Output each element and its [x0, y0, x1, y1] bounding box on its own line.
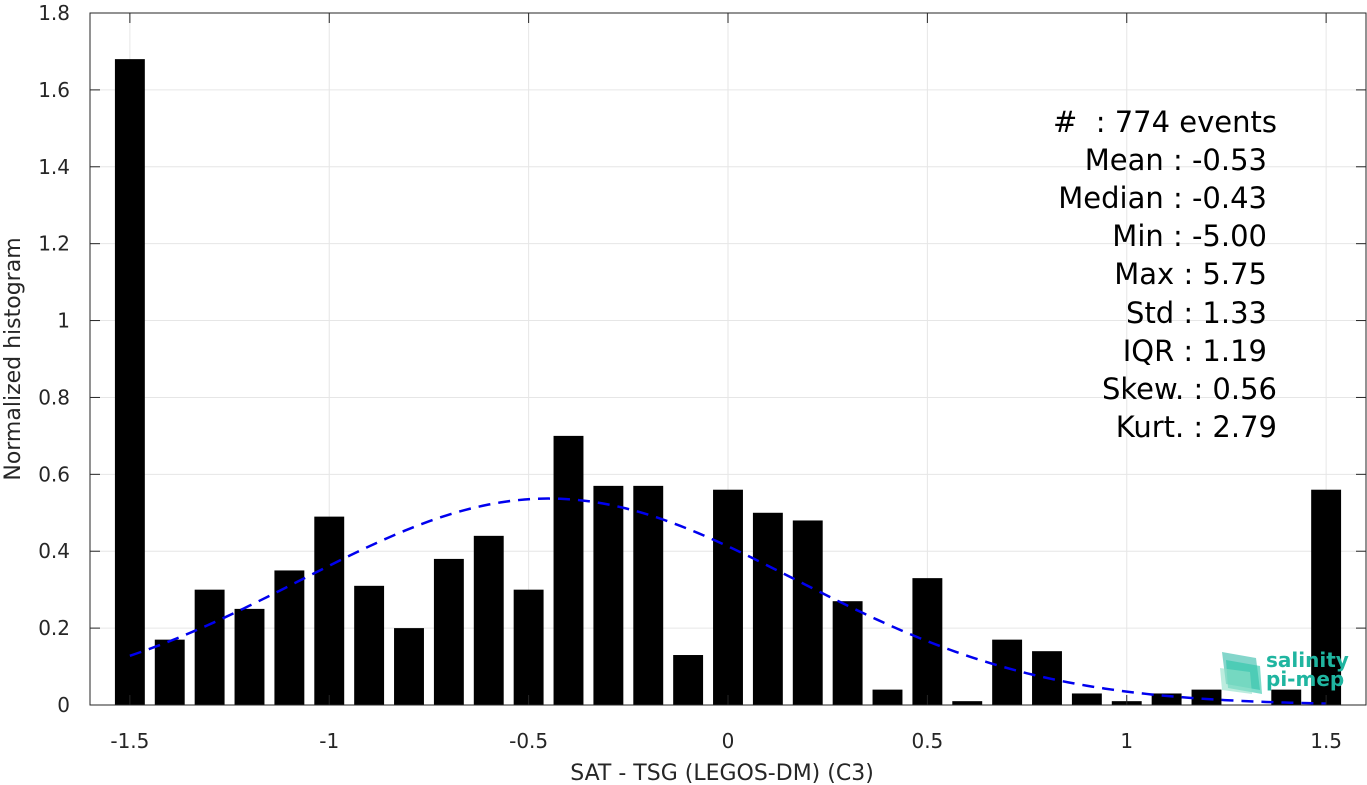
histogram-bar: [553, 435, 584, 705]
histogram-bar: [274, 570, 305, 705]
statistics-box: # : 774 events Mean : -0.53 Median : -0.…: [1053, 105, 1277, 444]
histogram-bar: [1271, 689, 1302, 705]
y-tick-label: 0.6: [38, 462, 70, 486]
y-tick-label: 0.2: [38, 616, 70, 640]
y-tick-label: 0.4: [38, 539, 70, 563]
histogram-bar: [593, 485, 624, 705]
histogram-bar: [234, 608, 265, 705]
histogram-bar: [154, 639, 185, 705]
histogram-bar: [872, 689, 903, 705]
x-axis-ticks: -1.5 -1 -0.5 0 0.5 1 1.5: [110, 13, 1342, 753]
histogram-bar: [1151, 693, 1182, 705]
y-tick-label: 1.8: [38, 1, 70, 25]
stat-min: Min : -5.00: [1112, 219, 1267, 253]
y-tick-label: 0: [57, 693, 70, 717]
histogram-bar: [194, 589, 225, 705]
salinity-pimep-logo-icon: [1220, 652, 1262, 694]
salinity-pimep-logo: salinity pi-mep: [1220, 648, 1349, 694]
stat-iqr: IQR : 1.19: [1123, 334, 1267, 368]
stat-skew: Skew. : 0.56: [1102, 372, 1277, 406]
histogram-bar: [912, 578, 943, 705]
histogram-bar: [633, 485, 664, 705]
histogram-bar: [713, 489, 743, 705]
logo-text-salinity: salinity: [1266, 648, 1349, 672]
histogram-bars: [114, 59, 1342, 705]
y-axis-label: Normalized histogram: [1, 237, 26, 480]
x-tick-label: 1: [1120, 729, 1133, 753]
x-tick-label: 1.5: [1310, 729, 1342, 753]
y-axis-ticks: 0 0.2 0.4 0.6 0.8 1 1.2 1.4 1.6 1.8: [38, 1, 1366, 717]
stat-median: Median : -0.43: [1058, 181, 1267, 215]
gaussian-fit-curve: [129, 497, 1327, 705]
x-tick-label: 0: [722, 729, 735, 753]
stat-max: Max : 5.75: [1114, 257, 1267, 291]
histogram-bar: [752, 512, 783, 705]
x-tick-label: -0.5: [509, 729, 548, 753]
histogram-bar: [673, 655, 704, 705]
x-tick-label: 0.5: [911, 729, 943, 753]
histogram-bar: [832, 601, 863, 705]
logo-text-pimep: pi-mep: [1266, 667, 1344, 691]
x-axis-label: SAT - TSG (LEGOS-DM) (C3): [570, 761, 874, 785]
histogram-bar: [1311, 489, 1342, 705]
histogram-bar: [952, 701, 983, 705]
stat-std: Std : 1.33: [1126, 296, 1267, 330]
stat-kurt: Kurt. : 2.79: [1116, 410, 1277, 444]
y-tick-label: 1.6: [38, 78, 70, 102]
histogram-bar: [114, 59, 145, 705]
stat-events: # : 774 events: [1053, 105, 1277, 139]
histogram-bar: [354, 585, 385, 705]
y-tick-label: 1.4: [38, 155, 70, 179]
histogram-bar: [433, 558, 464, 705]
y-tick-label: 0.8: [38, 385, 70, 409]
y-tick-label: 1: [57, 309, 70, 333]
histogram-bar: [473, 535, 504, 705]
x-tick-label: -1: [319, 729, 339, 753]
x-tick-label: -1.5: [110, 729, 149, 753]
histogram-bar: [513, 589, 544, 705]
stat-mean: Mean : -0.53: [1085, 143, 1267, 177]
histogram-bar: [792, 520, 823, 705]
histogram-bar: [992, 639, 1023, 705]
histogram-bar: [394, 628, 424, 705]
y-tick-label: 1.2: [38, 232, 70, 256]
histogram-bar: [1191, 689, 1222, 705]
histogram-bar: [314, 516, 345, 705]
histogram-bar: [1071, 693, 1102, 705]
